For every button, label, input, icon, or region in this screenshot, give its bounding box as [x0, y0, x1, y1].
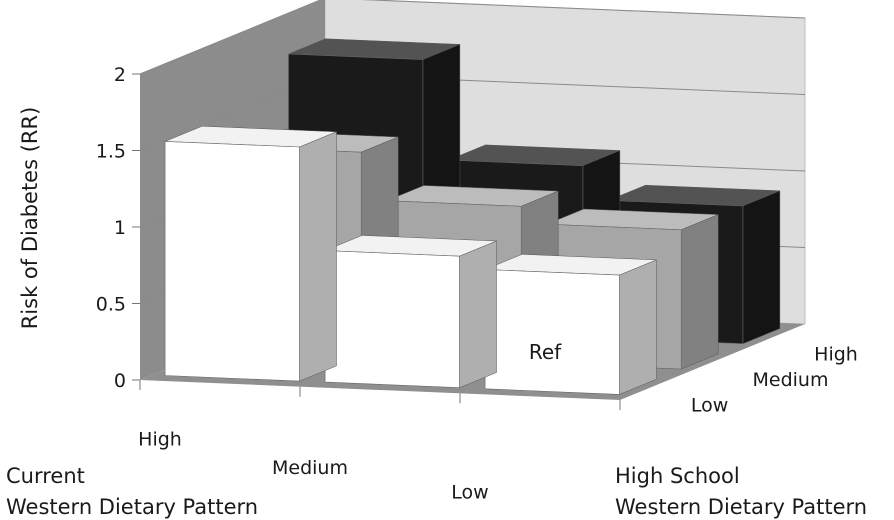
y-tick-label: 0 [114, 370, 126, 392]
depth-category-label: Medium [753, 369, 829, 391]
y-tick-label: 2 [114, 64, 126, 86]
x-category-label: Low [451, 482, 488, 504]
depth-category-label: High [814, 344, 858, 366]
depth-axis-title-line2: Western Dietary Pattern [615, 495, 867, 519]
x-axis-title-line2: Western Dietary Pattern [6, 495, 258, 519]
bar-side [619, 259, 657, 395]
bar-side [459, 240, 497, 389]
ref-annotation: Ref [529, 340, 562, 364]
x-category-labels: High Medium Low [138, 380, 621, 504]
y-tick-label: 0.5 [96, 294, 126, 316]
x-category-label: High [138, 428, 182, 450]
bar-front [164, 141, 300, 382]
bar-side [680, 214, 719, 370]
depth-category-label: Low [691, 394, 728, 416]
bar-low-low [484, 254, 657, 395]
bars [164, 38, 781, 395]
y-tick-labels: 0 0.5 1 1.5 2 [96, 64, 126, 392]
depth-category-labels: Low Medium High [691, 344, 858, 417]
bar-low-high [164, 125, 337, 382]
x-category-label: Medium [272, 457, 348, 479]
bar-front [484, 269, 620, 395]
gridline [139, 0, 806, 75]
depth-axis-title-line1: High School [615, 464, 740, 488]
bar-side [299, 131, 337, 382]
x-axis-title-line1: Current [6, 464, 85, 488]
bar-front [324, 250, 460, 389]
y-axis-title: Risk of Diabetes (RR) [18, 107, 42, 330]
y-tick-label: 1.5 [96, 141, 126, 163]
bar-low-medium [324, 235, 497, 389]
bar-side [742, 190, 781, 345]
y-tick-label: 1 [114, 217, 126, 239]
